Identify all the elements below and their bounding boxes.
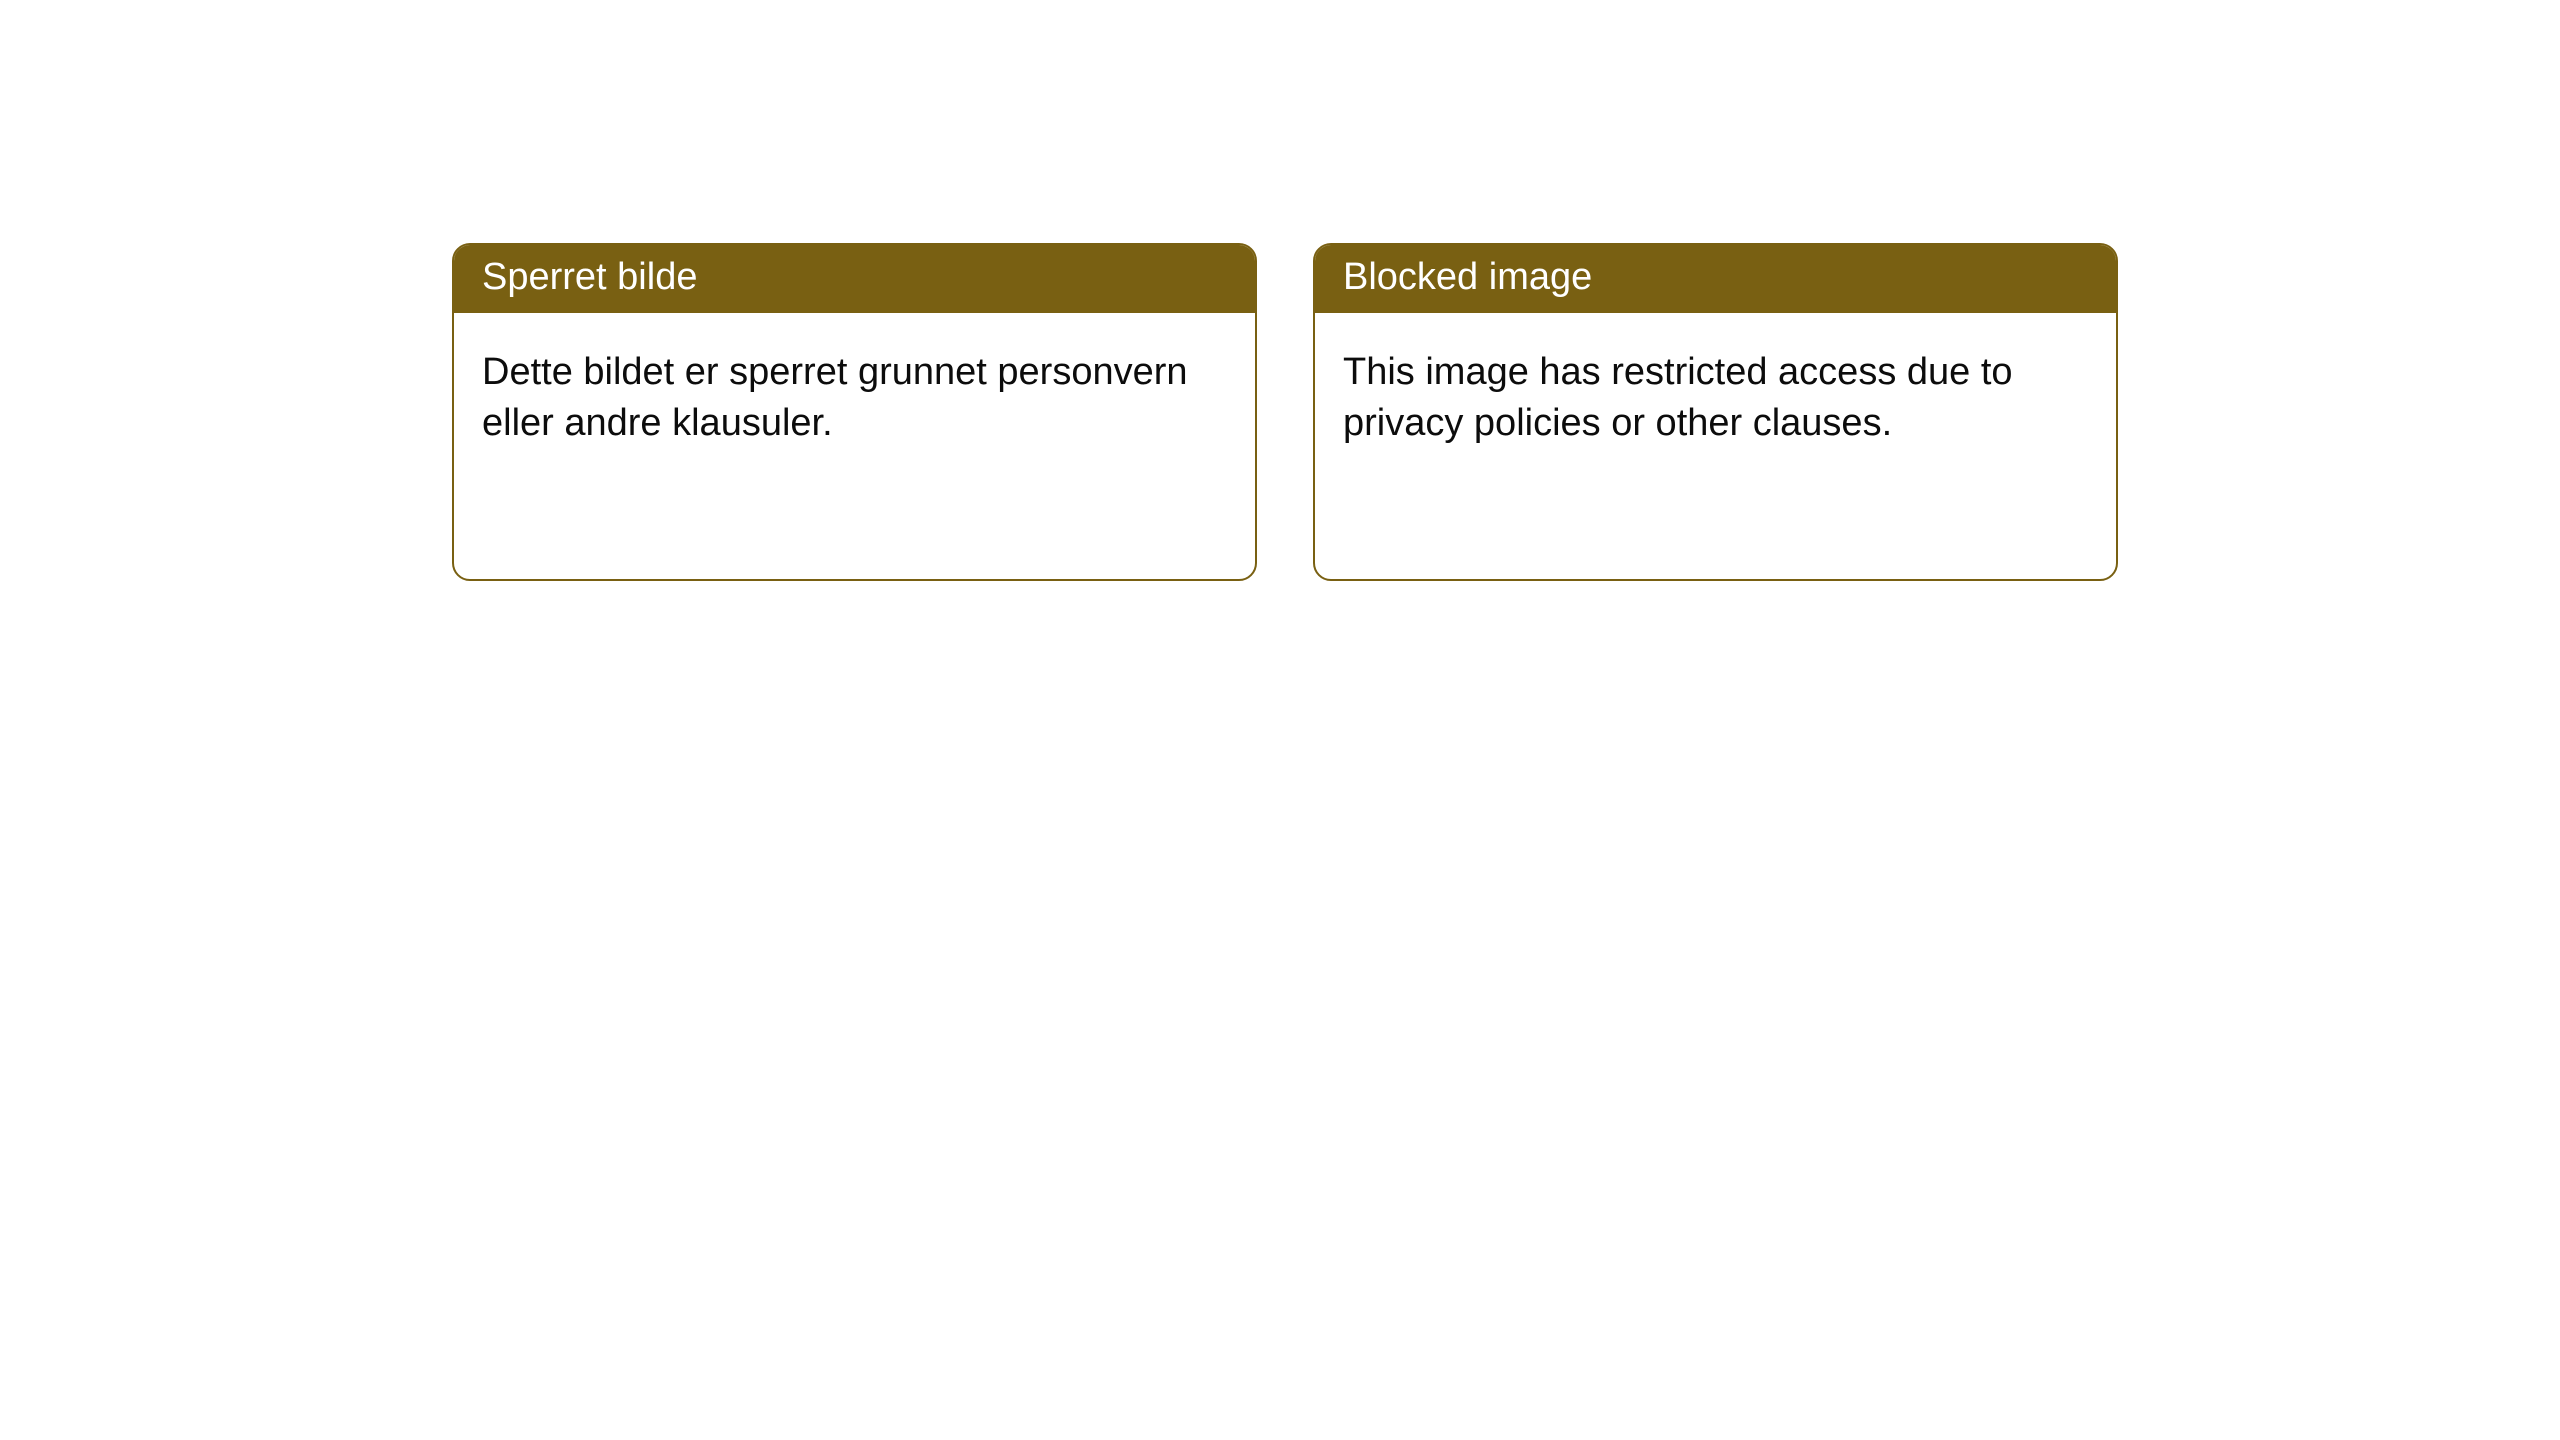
notice-card-norwegian: Sperret bilde Dette bildet er sperret gr… — [452, 243, 1257, 581]
notice-title: Blocked image — [1315, 245, 2116, 313]
notice-title: Sperret bilde — [454, 245, 1255, 313]
notice-body: Dette bildet er sperret grunnet personve… — [454, 313, 1255, 478]
notice-container: Sperret bilde Dette bildet er sperret gr… — [0, 0, 2560, 581]
notice-card-english: Blocked image This image has restricted … — [1313, 243, 2118, 581]
notice-body: This image has restricted access due to … — [1315, 313, 2116, 478]
